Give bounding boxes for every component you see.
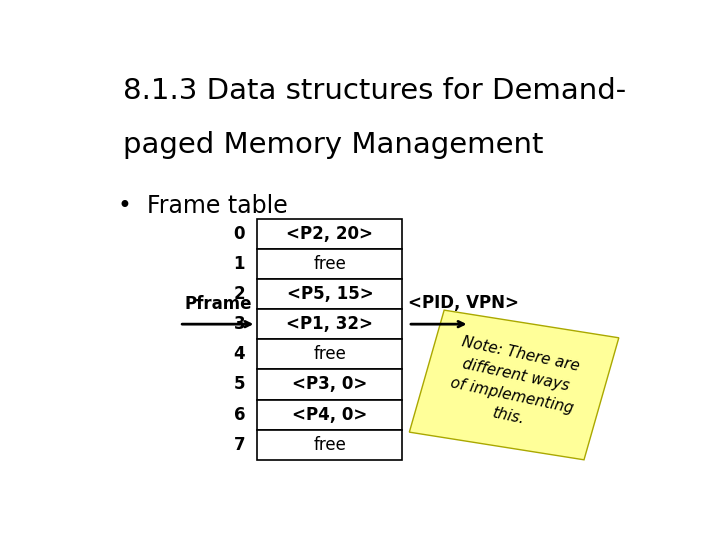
Text: 8.1.3 Data structures for Demand-: 8.1.3 Data structures for Demand- — [124, 77, 626, 105]
Text: <P5, 15>: <P5, 15> — [287, 285, 373, 303]
Text: 1: 1 — [233, 255, 245, 273]
Text: <P4, 0>: <P4, 0> — [292, 406, 368, 423]
Text: <PID, VPN>: <PID, VPN> — [408, 294, 519, 312]
Text: <P2, 20>: <P2, 20> — [287, 225, 374, 242]
Text: free: free — [313, 345, 346, 363]
Bar — [258, 430, 402, 460]
Bar — [410, 310, 618, 460]
Text: paged Memory Management: paged Memory Management — [124, 131, 544, 159]
Text: 2: 2 — [233, 285, 245, 303]
Text: 7: 7 — [233, 436, 245, 454]
Bar — [258, 309, 402, 339]
Text: free: free — [313, 255, 346, 273]
Text: Pframe: Pframe — [185, 294, 252, 313]
Text: free: free — [313, 436, 346, 454]
Bar — [258, 219, 402, 249]
Text: 0: 0 — [233, 225, 245, 242]
Text: Note: There are
different ways
of implementing
this.: Note: There are different ways of implem… — [445, 334, 583, 436]
Bar — [258, 369, 402, 400]
Text: •  Frame table: • Frame table — [118, 194, 288, 218]
Text: 4: 4 — [233, 345, 245, 363]
Text: <P1, 32>: <P1, 32> — [287, 315, 374, 333]
Bar — [258, 249, 402, 279]
Text: 6: 6 — [233, 406, 245, 423]
Text: <P3, 0>: <P3, 0> — [292, 375, 368, 394]
Bar — [258, 339, 402, 369]
Text: 3: 3 — [233, 315, 245, 333]
Text: 5: 5 — [233, 375, 245, 394]
Bar — [258, 400, 402, 430]
Bar — [258, 279, 402, 309]
